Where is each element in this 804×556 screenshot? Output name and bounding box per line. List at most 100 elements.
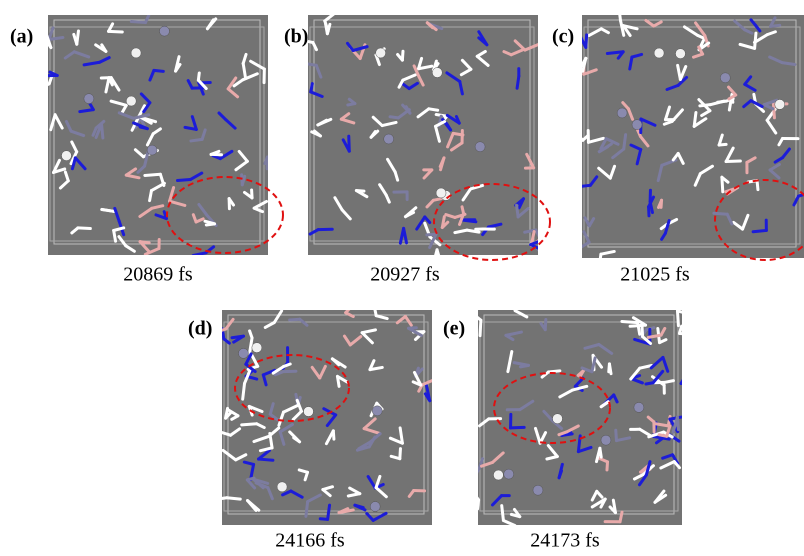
bond — [242, 424, 257, 425]
bond — [390, 117, 398, 118]
snapshot — [214, 301, 435, 525]
bond — [328, 505, 330, 519]
bond — [303, 63, 316, 65]
bond — [664, 381, 673, 383]
bond — [607, 462, 608, 470]
atom — [238, 348, 248, 358]
atom — [252, 343, 262, 353]
atom — [61, 151, 71, 161]
bond — [599, 254, 601, 270]
bond — [502, 506, 504, 521]
snapshot — [302, 14, 551, 263]
atom — [432, 68, 442, 78]
panel-label: (a) — [10, 26, 33, 48]
bond — [782, 63, 795, 65]
bond — [49, 37, 63, 39]
atom — [384, 134, 394, 144]
bond — [102, 124, 103, 138]
atom — [370, 502, 380, 512]
bond — [753, 230, 766, 231]
bond — [609, 364, 610, 372]
bond — [131, 21, 145, 22]
bond — [677, 311, 678, 326]
atom — [147, 145, 157, 155]
bond — [681, 372, 689, 383]
bond — [349, 136, 350, 151]
atom — [632, 120, 642, 130]
bond — [714, 213, 727, 214]
bond — [624, 135, 626, 149]
panel-caption: 20869 fs — [123, 264, 193, 286]
bond — [472, 490, 479, 500]
bond — [517, 76, 519, 88]
atom — [493, 470, 503, 480]
bond — [80, 110, 94, 112]
atom — [131, 48, 141, 58]
bond — [226, 408, 228, 418]
page: {"panels": [ {"label": "(a)", "caption":… — [0, 0, 804, 551]
atom — [504, 469, 514, 479]
snapshot — [41, 12, 268, 255]
bond — [337, 376, 339, 386]
bond — [572, 129, 583, 140]
bond — [442, 217, 444, 228]
bond — [191, 139, 202, 141]
bond — [677, 417, 678, 429]
atom — [617, 108, 627, 118]
bond — [578, 185, 590, 186]
atom — [159, 26, 169, 36]
atom — [436, 188, 446, 198]
panel-caption: 24173 fs — [530, 530, 600, 551]
atom — [303, 407, 313, 417]
bond — [150, 191, 152, 201]
bond — [306, 502, 308, 517]
bond — [619, 6, 621, 20]
atom — [126, 96, 136, 106]
bond — [510, 352, 511, 359]
atom — [654, 48, 664, 58]
snapshot — [572, 6, 804, 270]
bond — [311, 84, 313, 92]
atom — [376, 48, 386, 58]
bond — [259, 459, 273, 460]
bond — [642, 323, 643, 337]
bond — [773, 104, 774, 118]
bond — [718, 101, 727, 102]
bond — [145, 174, 161, 175]
bond — [548, 371, 559, 372]
bond — [681, 370, 689, 383]
bond — [429, 109, 438, 110]
figure: (a)20869 fs(b)20927 fs(c)21025 fs(d)2416… — [0, 0, 804, 551]
panel-label: (d) — [188, 318, 212, 340]
snapshot — [472, 295, 693, 526]
bond — [114, 231, 116, 242]
panel-caption: 21025 fs — [620, 264, 690, 286]
panel-label: (e) — [443, 318, 465, 340]
atom — [277, 482, 287, 492]
bond — [513, 295, 515, 311]
snapshot-background — [478, 310, 682, 525]
bond — [656, 424, 669, 426]
bond — [613, 500, 615, 512]
bond — [719, 144, 726, 145]
bond — [757, 181, 758, 190]
bond — [290, 319, 300, 320]
bond — [215, 498, 227, 500]
atom — [475, 142, 485, 152]
atom — [533, 485, 543, 495]
atom — [601, 435, 611, 445]
bond — [467, 230, 479, 232]
bond — [679, 333, 692, 334]
atom — [775, 99, 785, 109]
atom — [552, 414, 562, 424]
bond — [243, 383, 245, 399]
bond — [694, 112, 696, 126]
bond — [102, 209, 115, 211]
panel-caption: 20927 fs — [370, 264, 440, 286]
bond — [630, 57, 632, 69]
panel-label: (c) — [552, 26, 574, 48]
panel-label: (b) — [284, 26, 308, 48]
bond — [545, 319, 546, 329]
bond — [722, 177, 723, 191]
bond — [480, 320, 481, 335]
